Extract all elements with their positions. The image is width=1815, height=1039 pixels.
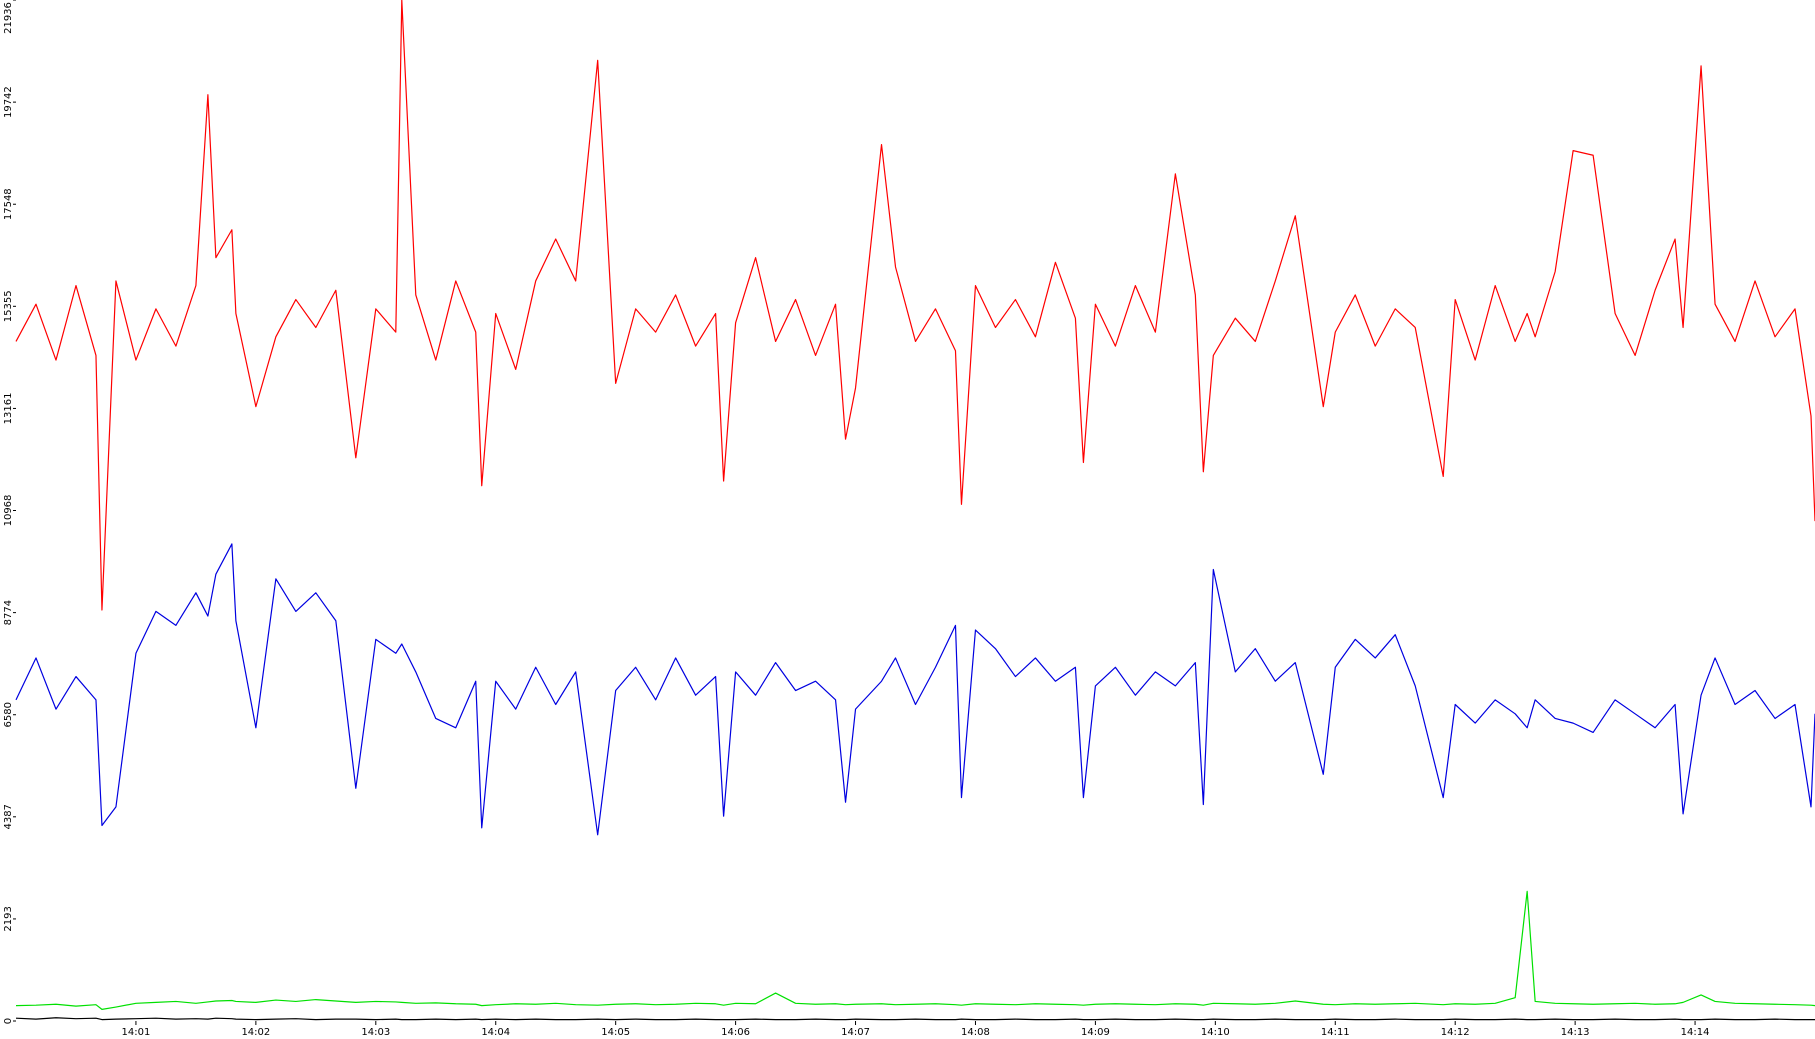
x-tick-label: 14:02: [241, 1027, 270, 1038]
x-tick-label: 14:10: [1201, 1027, 1230, 1038]
series-line: [15, 1017, 1815, 1021]
y-tick-label: 13161: [3, 393, 14, 425]
y-tick-label: 21936: [3, 2, 14, 34]
y-tick-label: 19742: [3, 86, 14, 118]
y-tick-label: 0: [3, 1018, 14, 1024]
series-line: [15, 543, 1815, 836]
x-tick-label: 14:08: [961, 1027, 990, 1038]
y-tick-label: 15355: [3, 290, 14, 322]
x-tick-label: 14:11: [1321, 1027, 1350, 1038]
x-tick-label: 14:06: [721, 1027, 750, 1038]
y-tick-label: 2193: [3, 906, 14, 931]
y-tick-label: 4387: [3, 804, 14, 829]
x-tick-label: 14:03: [361, 1027, 390, 1038]
series-line: [15, 890, 1815, 1010]
x-tick-label: 14:12: [1441, 1027, 1470, 1038]
y-tick-label: 8774: [3, 600, 14, 625]
y-tick-label: 10968: [3, 495, 14, 527]
x-tick-label: 14:13: [1561, 1027, 1590, 1038]
series-line: [15, 0, 1815, 611]
y-tick-label: 6580: [3, 702, 14, 727]
x-tick-label: 14:04: [481, 1027, 510, 1038]
x-tick-label: 14:07: [841, 1027, 870, 1038]
x-tick-label: 14:05: [601, 1027, 630, 1038]
x-tick-label: 14:01: [122, 1027, 151, 1038]
x-tick-label: 14:14: [1681, 1027, 1710, 1038]
y-tick-label: 17548: [3, 188, 14, 220]
x-tick-label: 14:09: [1081, 1027, 1110, 1038]
